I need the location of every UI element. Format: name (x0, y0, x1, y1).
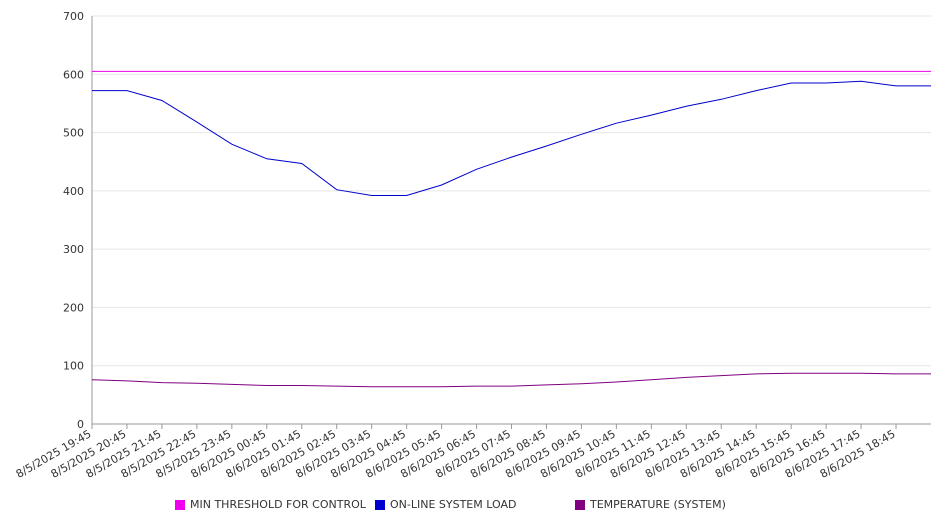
legend-label-threshold: MIN THRESHOLD FOR CONTROL (190, 498, 366, 511)
legend-item-temperature: TEMPERATURE (SYSTEM) (575, 498, 726, 511)
y-tick-label: 400 (63, 185, 84, 198)
grid-lines (92, 15, 931, 425)
series-line-2 (91, 372, 931, 388)
legend-item-threshold: MIN THRESHOLD FOR CONTROL (175, 498, 366, 511)
axes (91, 16, 931, 425)
x-axis-ticks: 8/5/2025 19:458/5/2025 20:458/5/2025 21:… (14, 424, 898, 481)
legend-swatch-threshold (175, 499, 185, 510)
series-lines (91, 70, 931, 388)
y-tick-label: 0 (77, 418, 84, 431)
y-tick-label: 100 (63, 360, 84, 373)
y-tick-label: 700 (63, 10, 84, 23)
legend-label-load: ON-LINE SYSTEM LOAD (390, 498, 517, 511)
legend-swatch-temperature (575, 499, 585, 510)
y-tick-label: 300 (63, 243, 84, 256)
legend: MIN THRESHOLD FOR CONTROL ON-LINE SYSTEM… (0, 498, 946, 514)
legend-label-temperature: TEMPERATURE (SYSTEM) (590, 498, 726, 511)
series-line-1 (92, 80, 931, 196)
y-tick-label: 600 (63, 68, 84, 81)
y-tick-label: 500 (63, 127, 84, 140)
y-tick-label: 200 (63, 301, 84, 314)
legend-item-load: ON-LINE SYSTEM LOAD (375, 498, 516, 511)
legend-swatch-load (375, 499, 385, 510)
y-axis-ticks: 0 100 200 300 400 500 600 700 (63, 10, 84, 431)
